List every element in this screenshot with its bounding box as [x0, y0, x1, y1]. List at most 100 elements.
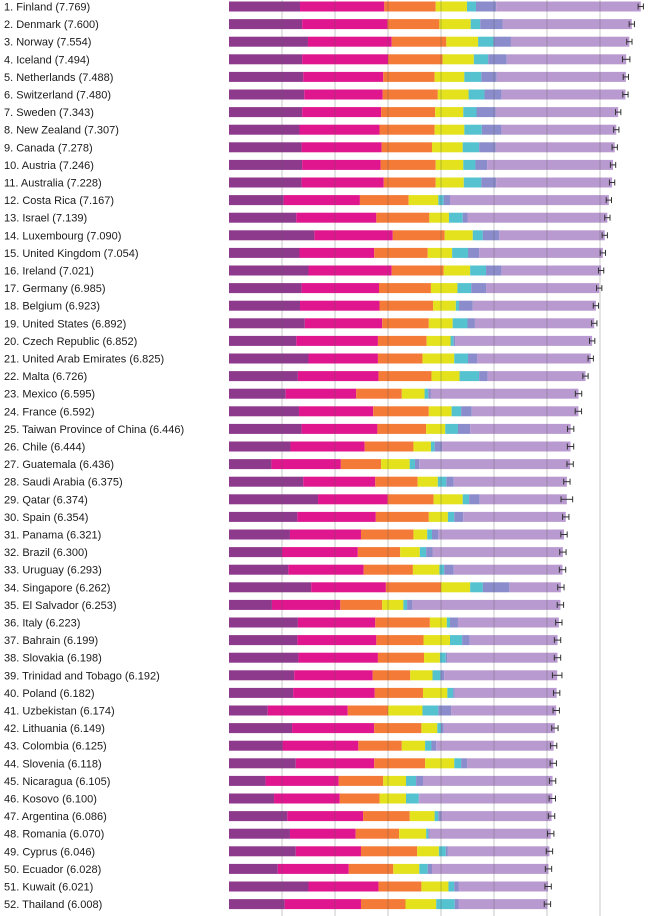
bar-segment	[463, 177, 482, 188]
country-label: 49. Cyprus (6.046)	[4, 846, 95, 858]
bar-segment	[391, 265, 444, 276]
bar-segment	[495, 142, 615, 153]
bar-segment	[229, 195, 284, 206]
bar-segment	[229, 582, 312, 593]
bar-segment	[229, 71, 304, 82]
bar-segment	[426, 423, 446, 434]
bar-segment	[453, 564, 563, 575]
bar-segment	[471, 406, 579, 417]
bar-segment	[447, 511, 455, 522]
bar-segment	[466, 1, 476, 12]
bar-segment	[453, 476, 567, 487]
bar-segment	[480, 19, 503, 30]
bar-segment	[434, 71, 465, 82]
bar-segment	[428, 511, 448, 522]
bar-segment	[339, 793, 380, 804]
bar-segment	[282, 547, 358, 558]
bar-segment	[446, 476, 454, 487]
country-label: 7. Sweden (7.343)	[4, 107, 94, 119]
country-label: 36. Italy (6.223)	[4, 618, 80, 630]
country-label: 20. Czech Republic (6.852)	[4, 336, 137, 348]
bar-segment	[445, 652, 448, 663]
bar-segment	[304, 318, 383, 329]
bar-segment	[423, 635, 451, 646]
country-label: 32. Brazil (6.300)	[4, 547, 88, 559]
country-label: 12. Costa Rica (7.167)	[4, 195, 114, 207]
bar-segment	[229, 318, 305, 329]
bar-segment	[417, 476, 438, 487]
country-label: 29. Qatar (6.374)	[4, 494, 88, 506]
bar-segment	[445, 846, 448, 857]
bar-segment	[477, 353, 591, 364]
bar-segment	[455, 335, 593, 346]
bar-segment	[452, 247, 469, 258]
country-label: 44. Slovenia (6.118)	[4, 758, 102, 770]
country-label: 6. Switzerland (7.480)	[4, 90, 111, 102]
bar-segment	[229, 828, 290, 839]
bar-segment	[271, 599, 341, 610]
bar-segment	[430, 283, 458, 294]
bar-segment	[376, 212, 430, 223]
bar-segment	[419, 459, 571, 470]
bar-segment	[302, 19, 388, 30]
bar-segment	[463, 107, 477, 118]
bar-segment	[229, 511, 298, 522]
country-label: 18. Belgium (6.923)	[4, 301, 100, 313]
bar-segment	[419, 547, 427, 558]
bar-segment	[454, 353, 469, 364]
bar-segment	[436, 740, 554, 751]
country-label: 45. Nicaragua (6.105)	[4, 776, 110, 788]
bar-segment	[439, 652, 446, 663]
bar-segment	[464, 124, 482, 135]
bar-segment	[438, 529, 565, 540]
bar-segment	[453, 687, 455, 698]
bar-segment	[495, 107, 619, 118]
country-label: 46. Kosovo (6.100)	[4, 794, 97, 806]
bar-segment	[382, 599, 404, 610]
bar-segment	[378, 283, 431, 294]
bar-segment	[448, 881, 455, 892]
bar-segment	[428, 388, 431, 399]
bar-segment	[294, 670, 373, 681]
bar-segment	[284, 899, 361, 910]
bar-segment	[229, 335, 297, 346]
bar-segment	[446, 36, 479, 47]
bar-segment	[479, 494, 567, 505]
bar-segment	[381, 107, 436, 118]
bar-segment	[229, 846, 296, 857]
bar-segment	[442, 441, 571, 452]
bar-segment	[470, 265, 487, 276]
bar-segment	[472, 300, 596, 311]
bar-segment	[229, 124, 300, 135]
bar-segment	[385, 582, 441, 593]
bar-segment	[409, 811, 435, 822]
bar-segment	[426, 828, 429, 839]
bar-segment	[468, 89, 485, 100]
bar-segment	[472, 230, 483, 241]
bar-segment	[229, 159, 303, 170]
bar-segment	[429, 617, 447, 628]
country-label: 41. Uzbekistan (6.174)	[4, 706, 115, 718]
bar-segment	[229, 793, 275, 804]
bar-segment	[431, 142, 463, 153]
bar-segment	[265, 775, 339, 786]
bar-segment	[229, 811, 288, 822]
bar-segment	[496, 1, 641, 12]
bar-segment	[347, 705, 388, 716]
bar-segment	[229, 423, 302, 434]
bar-segment	[377, 353, 423, 364]
bar-segment	[383, 71, 435, 82]
bar-segment	[379, 793, 407, 804]
country-label: 38. Slovakia (6.198)	[4, 653, 102, 665]
bar-segment	[383, 177, 436, 188]
bar-segment	[479, 371, 488, 382]
bar-segment	[388, 54, 443, 65]
bar-segment	[422, 775, 553, 786]
bar-segment	[295, 846, 361, 857]
bar-segment	[453, 335, 456, 346]
bar-segment	[229, 388, 286, 399]
bar-segment	[229, 89, 305, 100]
bar-segment	[499, 230, 605, 241]
bar-segment	[468, 353, 478, 364]
bar-segment	[363, 811, 410, 822]
